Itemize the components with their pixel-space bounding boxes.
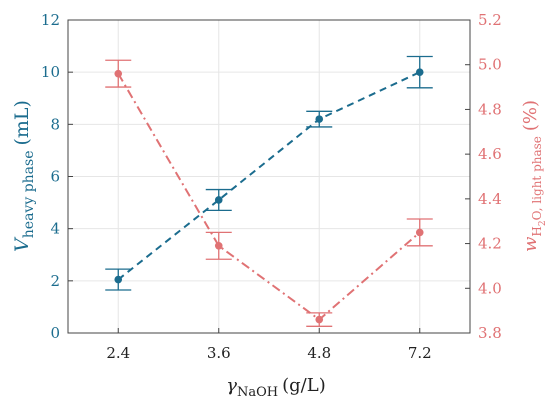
right-series-point	[415, 228, 424, 237]
left-series-point	[415, 68, 424, 76]
x-axis-title-unit: (g/L)	[282, 375, 326, 396]
left-axis-title: Vheavy phase (mL)	[11, 100, 37, 252]
x-axis-title-main: γ	[226, 375, 237, 396]
grid	[68, 19, 470, 334]
x-tick-label: 3.6	[207, 344, 231, 362]
right-tick-label: 5.0	[478, 56, 502, 74]
left-tick-label: 8	[50, 115, 60, 133]
x-tick-label: 4.8	[307, 344, 331, 362]
left-series-point	[315, 115, 324, 123]
right-tick-label: 4.2	[478, 235, 502, 253]
left-series	[105, 55, 433, 291]
right-tick-label: 5.2	[478, 11, 502, 29]
right-series-line	[117, 73, 421, 321]
left-series-line	[117, 71, 421, 281]
left-tick-label: 0	[50, 324, 60, 342]
x-tick-label: 2.4	[106, 344, 130, 362]
right-tick-label: 3.8	[478, 324, 502, 342]
left-tick-label: 2	[50, 272, 60, 290]
right-series-point	[214, 242, 223, 250]
left-tick-label: 12	[41, 11, 60, 29]
right-axis-title-sub-rest: O, light phase	[530, 136, 544, 220]
right-series-point	[315, 315, 324, 324]
x-axis-title-sub: NaOH	[237, 385, 278, 400]
x-axis-ticks: 2.4 3.6 4.8 7.2	[106, 328, 432, 362]
right-series	[105, 59, 433, 327]
right-tick-label: 4.6	[478, 145, 502, 163]
right-axis-title-unit: (%)	[520, 100, 541, 131]
right-axis-title-main: w	[520, 236, 541, 252]
left-series-point	[214, 196, 223, 204]
right-axis-title: wH2O, light phase (%)	[520, 100, 548, 252]
x-tick-label: 7.2	[408, 344, 432, 362]
left-tick-label: 6	[50, 168, 60, 186]
x-axis-title: γNaOH (g/L)	[226, 375, 325, 400]
right-tick-label: 4.8	[478, 100, 502, 118]
left-axis-title-unit: (mL)	[11, 100, 33, 145]
series-layer	[105, 55, 433, 327]
left-axis-title-main: V	[11, 236, 33, 252]
left-tick-label: 4	[50, 220, 60, 238]
right-tick-label: 4.4	[478, 190, 502, 208]
right-axis-ticks: 3.8 4.0 4.2 4.4 4.6 4.8 5.0 5.2	[465, 11, 502, 342]
right-axis-title-subsub: 2	[538, 220, 548, 226]
right-tick-label: 4.0	[478, 279, 502, 297]
left-series-point	[114, 275, 123, 284]
right-series-point	[114, 69, 123, 78]
right-axis-title-sub: H	[530, 226, 544, 236]
left-axis-title-sub: heavy phase	[21, 151, 37, 239]
left-tick-label: 10	[41, 63, 60, 81]
left-axis-ticks: 0 2 4 6 8 10 12	[41, 11, 73, 342]
